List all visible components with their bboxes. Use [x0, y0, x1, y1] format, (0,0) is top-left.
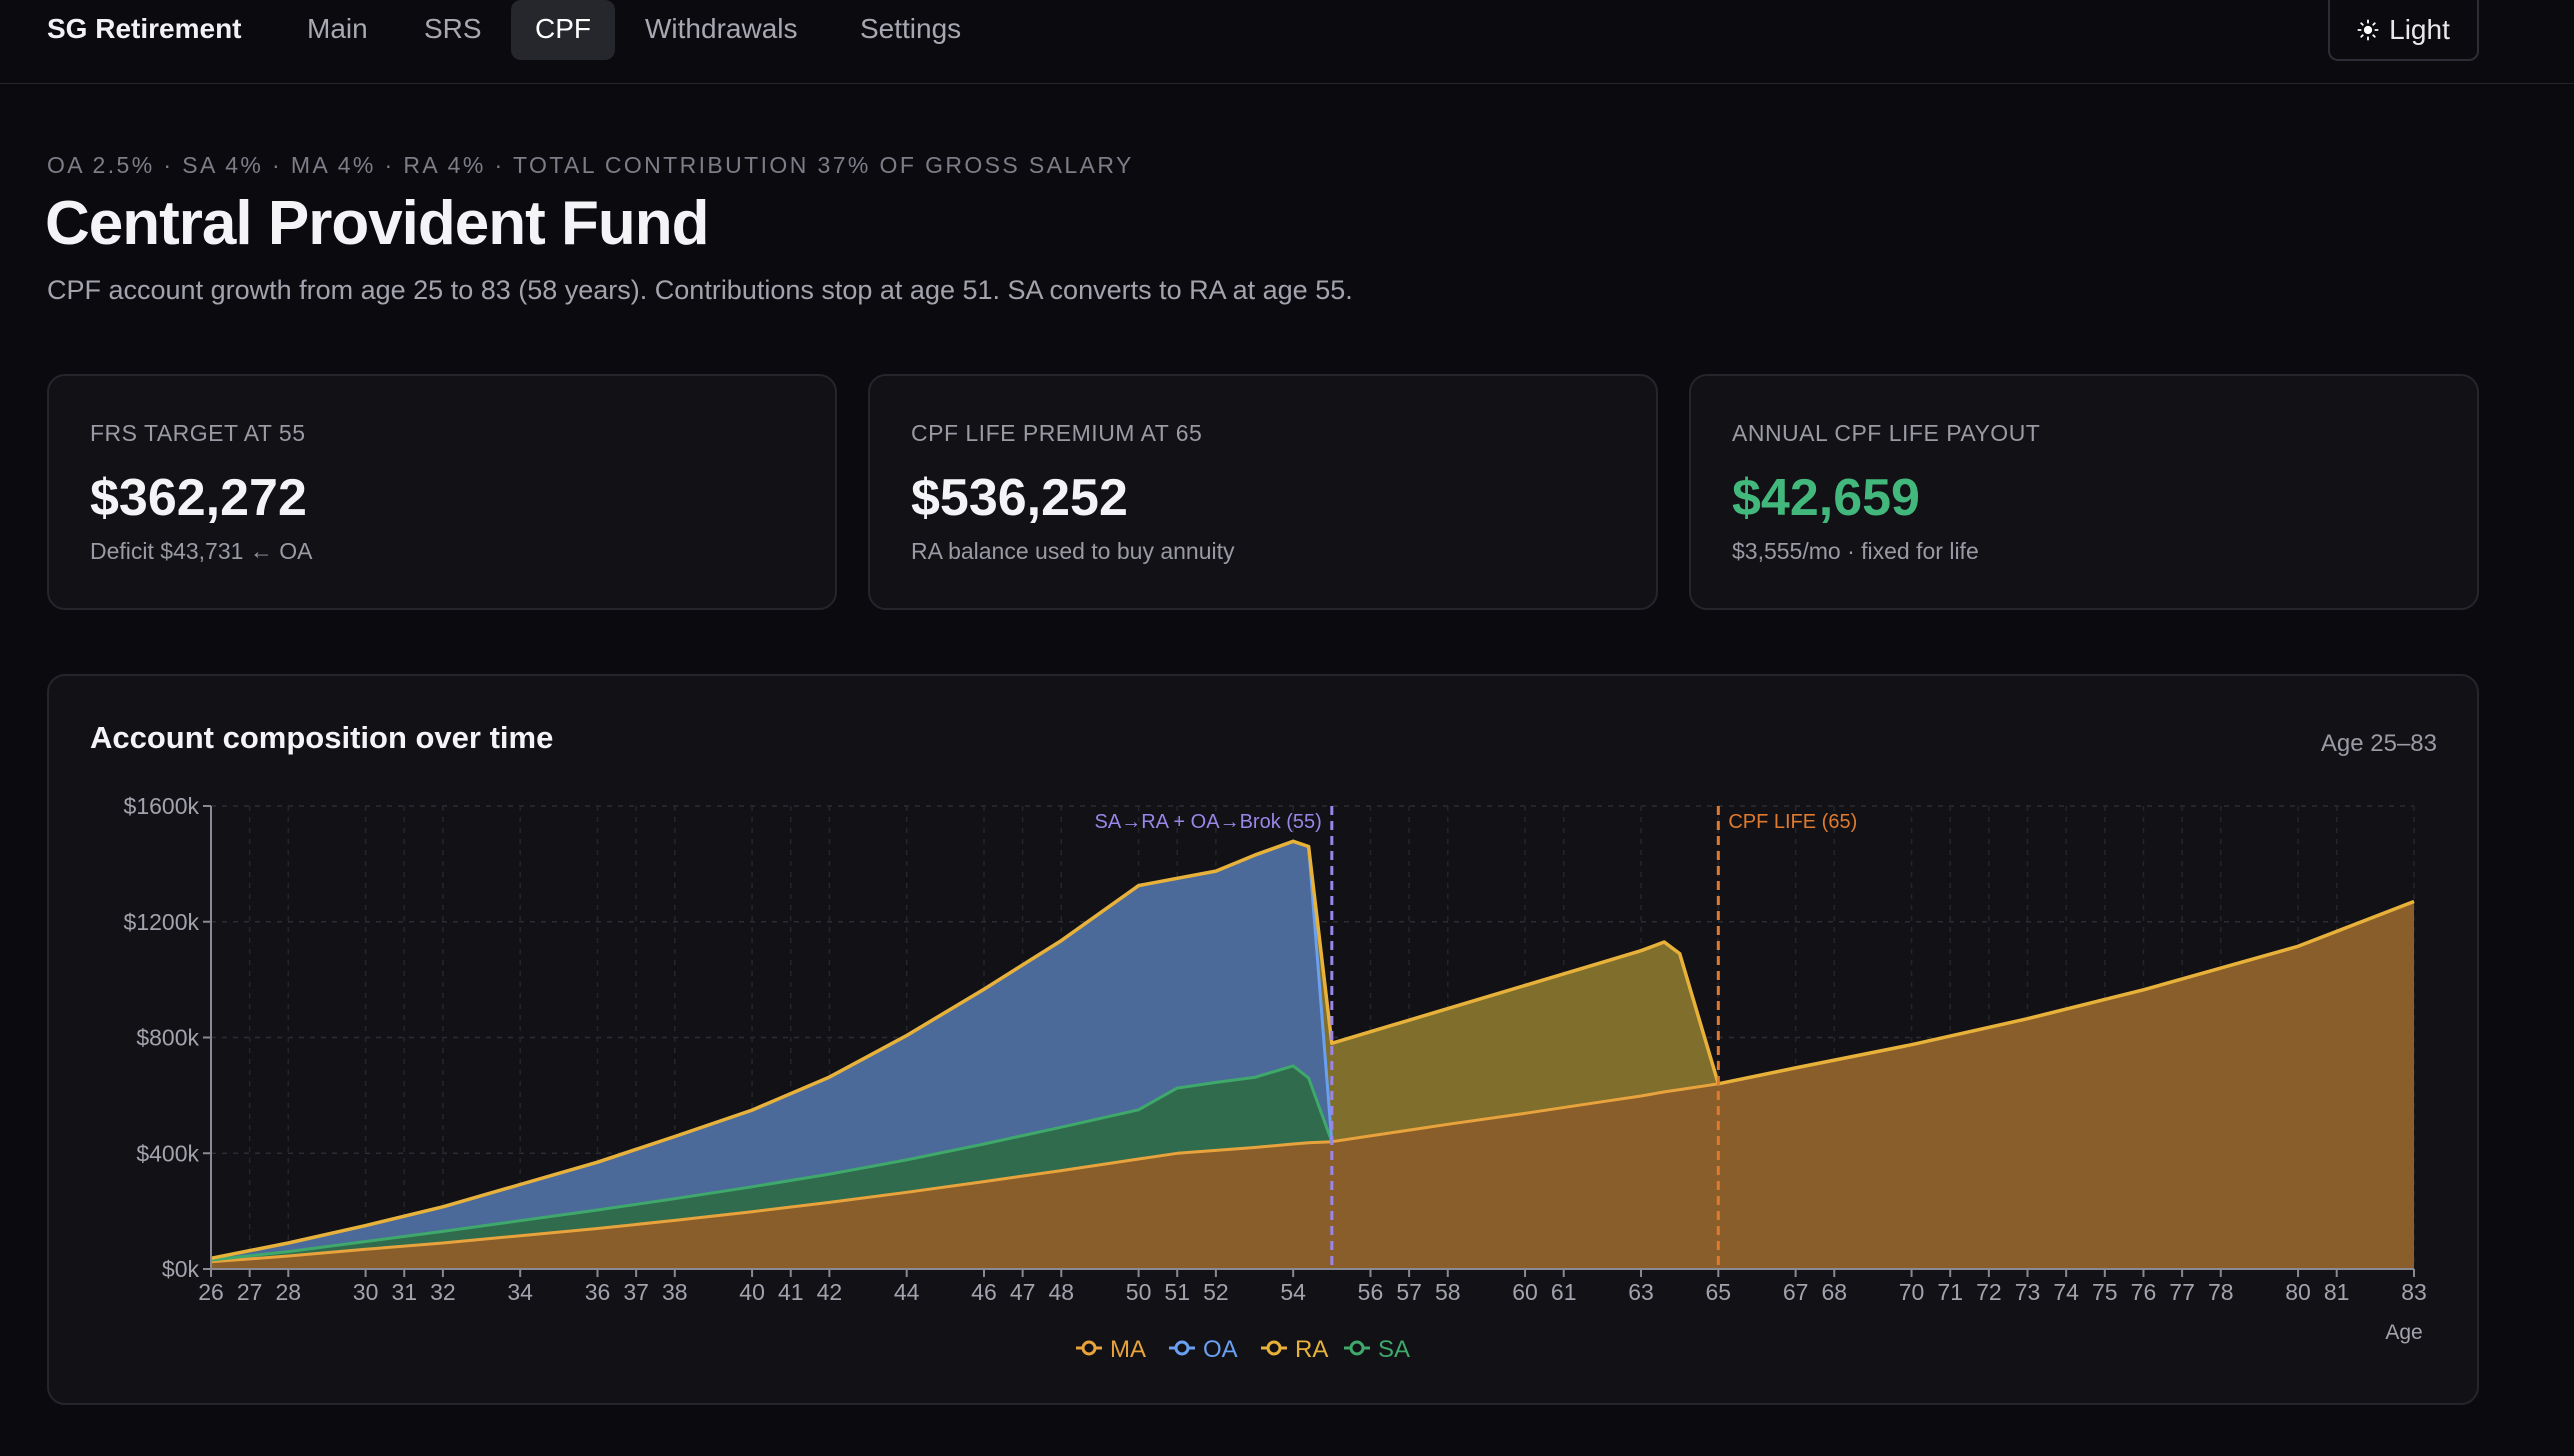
x-tick-label: 80 [2285, 1279, 2311, 1305]
x-tick-label: 31 [391, 1279, 417, 1305]
theme-toggle-label: Light [2389, 13, 2450, 45]
x-tick-label: 78 [2208, 1279, 2234, 1305]
legend-swatch-marker [1266, 1340, 1282, 1356]
card-note: Deficit $43,731 ← OA [90, 538, 313, 564]
x-axis-label: Age [2385, 1321, 2422, 1344]
x-tick-label: 46 [971, 1279, 997, 1305]
x-tick-label: 47 [1010, 1279, 1036, 1305]
nav-tab-srs[interactable]: SRS [424, 13, 482, 44]
page-title: Central Provident Fund [45, 189, 709, 258]
x-tick-label: 41 [778, 1279, 804, 1305]
app-title[interactable]: SG Retirement [47, 13, 242, 44]
y-tick-label: $400k [136, 1140, 199, 1166]
x-tick-label: 37 [623, 1279, 649, 1305]
card-value: $536,252 [911, 469, 1128, 527]
card-label: ANNUAL CPF LIFE PAYOUT [1732, 420, 2041, 446]
x-tick-label: 60 [1512, 1279, 1538, 1305]
line-sa [210, 1064, 1334, 1262]
x-tick-label: 48 [1048, 1279, 1074, 1305]
x-tick-label: 42 [817, 1279, 843, 1305]
x-tick-label: 75 [2092, 1279, 2118, 1305]
x-tick-label: 63 [1628, 1279, 1654, 1305]
nav-tab-withdrawals[interactable]: Withdrawals [645, 13, 798, 44]
chart-title: Account composition over time [90, 720, 554, 755]
x-tick-label: 56 [1358, 1279, 1384, 1305]
card-note: RA balance used to buy annuity [911, 538, 1235, 564]
card-label: CPF LIFE PREMIUM AT 65 [911, 420, 1203, 446]
chart-range-label: Age 25–83 [2320, 730, 2437, 757]
card-value: $362,272 [90, 469, 307, 527]
x-tick-label: 27 [237, 1279, 263, 1305]
x-tick-label: 71 [1937, 1279, 1963, 1305]
x-tick-label: 50 [1126, 1279, 1152, 1305]
theme-toggle-button[interactable]: Light [2328, 0, 2479, 61]
nav-tab-main[interactable]: Main [307, 13, 368, 44]
x-tick-label: 74 [2053, 1279, 2079, 1305]
x-tick-label: 77 [2169, 1279, 2195, 1305]
y-tick-label: $1200k [124, 909, 200, 935]
frs-target-card: FRS TARGET AT 55 $362,272 Deficit $43,73… [47, 374, 837, 610]
x-tick-label: 65 [1706, 1279, 1732, 1305]
legend-label-ma: MA [1110, 1336, 1146, 1363]
area-ma [211, 901, 2414, 1269]
top-navigation-bar: SG Retirement Main SRS CPF Withdrawals S… [0, 0, 2574, 84]
x-tick-label: 61 [1551, 1279, 1577, 1305]
annotation-label: SA→RA + OA→Brok (55) [1095, 811, 1322, 833]
y-tick-label: $1600k [124, 793, 200, 819]
x-tick-label: 32 [430, 1279, 456, 1305]
x-tick-label: 72 [1976, 1279, 2002, 1305]
cpf-life-premium-card: CPF LIFE PREMIUM AT 65 $536,252 RA balan… [868, 374, 1658, 610]
x-tick-label: 36 [585, 1279, 611, 1305]
annotation-label: CPF LIFE (65) [1728, 811, 1857, 833]
x-tick-label: 70 [1899, 1279, 1925, 1305]
x-tick-label: 28 [276, 1279, 302, 1305]
legend-label-oa: OA [1203, 1336, 1238, 1363]
card-value: $42,659 [1732, 469, 1920, 527]
nav-tab-cpf[interactable]: CPF [511, 0, 615, 60]
nav-tab-settings[interactable]: Settings [860, 13, 962, 44]
x-tick-label: 76 [2131, 1279, 2157, 1305]
total-balance-line [210, 839, 2415, 1261]
legend-swatch-marker [1174, 1340, 1190, 1356]
account-composition-chart-card: $0k $400k $800k $1200k $1600k 26 27 28 30 31 32 34 3… [47, 674, 2479, 1405]
x-tick-label: 44 [894, 1279, 920, 1305]
x-tick-label: 52 [1203, 1279, 1229, 1305]
x-tick-label: 51 [1164, 1279, 1190, 1305]
x-tick-label: 30 [353, 1279, 379, 1305]
legend-label-sa: SA [1378, 1336, 1410, 1363]
x-tick-label: 81 [2324, 1279, 2350, 1305]
area-oa [211, 841, 2414, 1260]
x-tick-label: 34 [507, 1279, 533, 1305]
account-composition-chart: $0k $400k $800k $1200k $1600k 26 27 28 30 31 32 34 3… [124, 793, 2427, 1363]
x-tick-label: 57 [1396, 1279, 1422, 1305]
x-tick-label: 26 [198, 1279, 224, 1305]
x-tick-label: 40 [739, 1279, 765, 1305]
card-note: $3,555/mo · fixed for life [1732, 538, 1979, 564]
y-tick-label: $800k [136, 1025, 199, 1051]
y-tick-label: $0k [162, 1256, 200, 1282]
legend-swatch-marker [1081, 1340, 1097, 1356]
x-tick-label: 67 [1783, 1279, 1809, 1305]
annual-payout-card: ANNUAL CPF LIFE PAYOUT $42,659 $3,555/mo… [1689, 374, 2479, 610]
x-tick-label: 54 [1280, 1279, 1306, 1305]
x-tick-label: 68 [1821, 1279, 1847, 1305]
legend-swatch-marker [1349, 1340, 1365, 1356]
x-tick-label: 58 [1435, 1279, 1461, 1305]
card-label: FRS TARGET AT 55 [90, 420, 306, 446]
x-tick-label: 38 [662, 1279, 688, 1305]
contribution-rates-eyebrow: OA 2.5% · SA 4% · MA 4% · RA 4% · TOTAL … [47, 152, 1134, 178]
x-tick-label: 83 [2401, 1279, 2427, 1305]
x-tick-label: 73 [2015, 1279, 2041, 1305]
page-subtitle: CPF account growth from age 25 to 83 (58… [47, 275, 1353, 305]
legend-label-ra: RA [1295, 1336, 1328, 1363]
sun-icon [2357, 18, 2379, 41]
